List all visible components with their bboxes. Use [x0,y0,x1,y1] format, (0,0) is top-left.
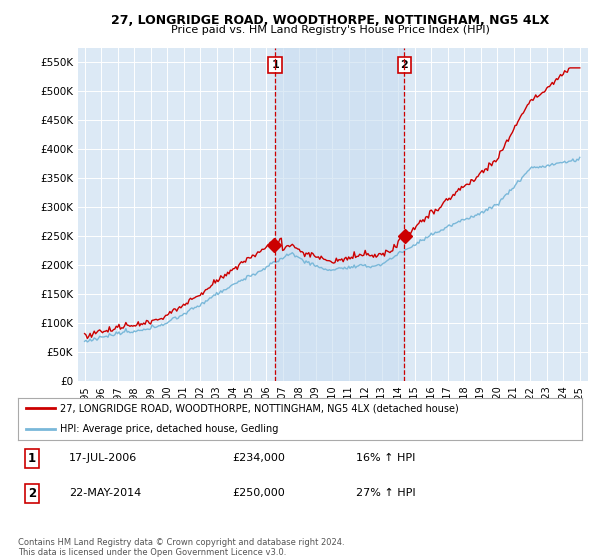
Text: 16% ↑ HPI: 16% ↑ HPI [356,454,416,463]
Text: 2: 2 [28,487,36,500]
Text: 1: 1 [271,60,279,70]
Text: 17-JUL-2006: 17-JUL-2006 [69,454,137,463]
Bar [275,48,404,381]
Text: £250,000: £250,000 [232,488,285,498]
Text: £234,000: £234,000 [232,454,285,463]
Text: 22-MAY-2014: 22-MAY-2014 [69,488,141,498]
Text: 27% ↑ HPI: 27% ↑ HPI [356,488,416,498]
Text: 1: 1 [28,452,36,465]
Text: 2: 2 [401,60,409,70]
Text: Contains HM Land Registry data © Crown copyright and database right 2024.
This d: Contains HM Land Registry data © Crown c… [18,538,344,557]
Text: 27, LONGRIDGE ROAD, WOODTHORPE, NOTTINGHAM, NG5 4LX: 27, LONGRIDGE ROAD, WOODTHORPE, NOTTINGH… [111,14,549,27]
Text: HPI: Average price, detached house, Gedling: HPI: Average price, detached house, Gedl… [60,424,278,434]
Text: Price paid vs. HM Land Registry's House Price Index (HPI): Price paid vs. HM Land Registry's House … [170,25,490,35]
Text: 27, LONGRIDGE ROAD, WOODTHORPE, NOTTINGHAM, NG5 4LX (detached house): 27, LONGRIDGE ROAD, WOODTHORPE, NOTTINGH… [60,403,459,413]
